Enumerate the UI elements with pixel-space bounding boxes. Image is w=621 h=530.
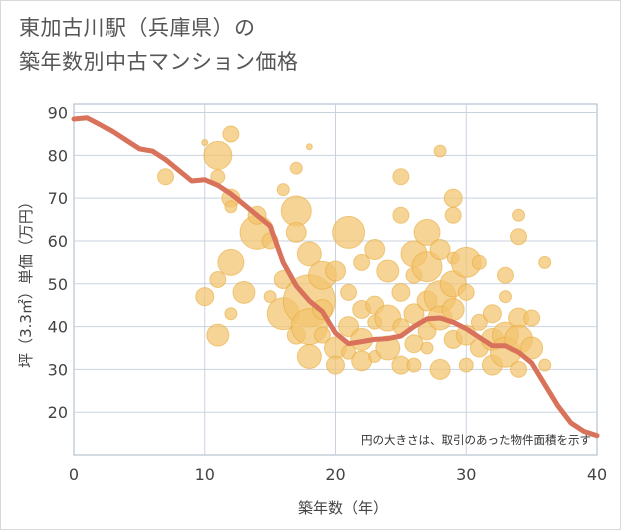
bubble-point: [206, 323, 230, 347]
bubble-point: [364, 239, 386, 261]
y-tick-label: 60: [48, 232, 68, 251]
bubble-point: [195, 287, 215, 307]
bubble-point: [429, 239, 451, 261]
bubble-point: [471, 254, 487, 270]
x-tick-label: 20: [325, 465, 345, 484]
bubble-point: [538, 358, 552, 372]
bubble-point: [420, 341, 434, 355]
bubble-point: [470, 313, 488, 331]
bubble-point: [406, 357, 422, 373]
bubble-point: [391, 282, 411, 302]
bubble-point: [222, 125, 240, 143]
y-axis-label: 坪（3.3㎡）単価（万円）: [17, 194, 35, 368]
bubble-point: [538, 255, 552, 269]
bubble-point: [296, 344, 322, 370]
bubble-point: [201, 139, 209, 147]
bubble-point: [429, 358, 451, 380]
y-tick-label: 20: [48, 403, 68, 422]
trend-layer: [71, 115, 600, 439]
bubble-point: [457, 283, 475, 301]
chart-title-line1: 東加古川駅（兵庫県）の: [19, 16, 256, 40]
bubble-point: [392, 168, 410, 186]
bubble-point: [498, 290, 512, 304]
bubble-point: [326, 355, 345, 375]
chart-title-line2: 築年数別中古マンション価格: [19, 50, 299, 74]
bubble-point: [392, 206, 410, 224]
bubble-point: [523, 309, 541, 327]
bubble-point: [276, 183, 290, 197]
y-tick-label: 90: [48, 104, 68, 123]
bubble-point: [444, 206, 462, 224]
trend-line: [71, 115, 600, 439]
bubble-point: [433, 144, 447, 158]
bubble-point: [280, 195, 312, 227]
x-tick-label: 40: [587, 465, 607, 484]
bubble-point: [375, 335, 401, 361]
bubble-point: [263, 290, 277, 304]
bubble-point: [411, 251, 443, 283]
x-tick-label: 10: [195, 465, 215, 484]
bubble-point: [285, 221, 307, 243]
bubble-point: [232, 280, 256, 304]
bubble-point: [313, 326, 331, 344]
x-tick-label: 30: [456, 465, 476, 484]
bubble-point: [209, 271, 227, 288]
bubble-point: [510, 228, 528, 246]
bubble-point: [224, 307, 238, 321]
bubble-point: [510, 360, 528, 378]
y-tick-label: 70: [48, 189, 68, 208]
bubble-point: [376, 259, 400, 283]
bubble-point: [289, 161, 303, 175]
bubble-point: [353, 253, 371, 271]
tick-labels: 0 10 20 30 40 20 30 40 50 60 70 80 90: [48, 104, 608, 484]
bubble-point: [443, 188, 463, 208]
bubble-point: [458, 357, 474, 373]
bubble-point: [305, 143, 313, 151]
y-tick-label: 80: [48, 146, 68, 165]
y-tick-label: 40: [48, 318, 68, 337]
bubble-point: [413, 218, 441, 246]
y-tick-label: 30: [48, 360, 68, 379]
bubble-point: [340, 283, 358, 301]
x-axis-label: 築年数（年）: [298, 499, 388, 517]
chart-title: 東加古川駅（兵庫県）の 築年数別中古マンション価格: [19, 11, 299, 79]
bubble-point: [496, 266, 514, 284]
bubble-point: [296, 241, 322, 267]
x-tick-label: 0: [69, 465, 79, 484]
bubble-point: [224, 200, 238, 214]
bubble-point: [157, 168, 175, 186]
bubble-point: [203, 140, 233, 170]
bubble-point: [351, 350, 373, 372]
bubble-point: [520, 336, 544, 360]
size-note: 円の大きさは、取引のあった物件面積を示す: [361, 433, 591, 447]
bubble-point: [512, 208, 526, 222]
bubble-point: [325, 260, 346, 282]
y-tick-label: 50: [48, 275, 68, 294]
bubble-point: [217, 248, 245, 276]
bubble-point: [332, 215, 366, 249]
bubble-point: [482, 304, 502, 324]
